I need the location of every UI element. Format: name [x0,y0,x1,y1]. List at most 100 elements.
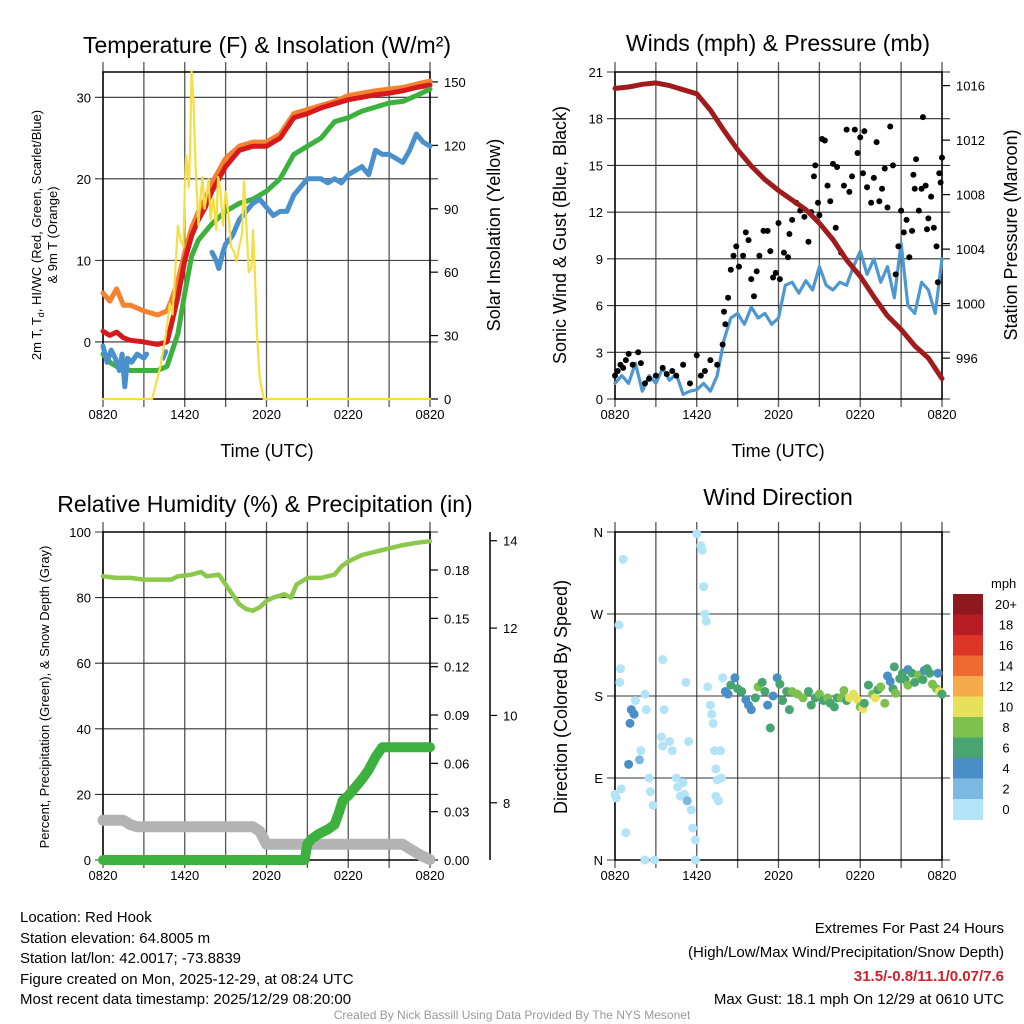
temperature-y2tick-label: 90 [444,202,458,217]
temperature-chart-title: Temperature (F) & Insolation (W/m²) [83,32,451,58]
info-figure-created: Figure created on Mon, 2025-12-29, at 08… [20,971,354,988]
winds-gust-point [827,198,834,205]
winds-y2tick-label: 1012 [956,133,985,148]
direction-ytick-label: E [594,771,603,786]
wind-direction-point [614,620,624,630]
wind-direction-point [746,705,756,715]
winds-gust-point [868,199,875,206]
winds-gust-point [925,215,932,222]
winds-gust-point [745,237,752,244]
wind-direction-point [778,696,788,706]
colorbar-label: 2 [1002,782,1009,797]
temperature-series-solar-insolation [101,70,432,401]
wind-direction-point [839,686,849,696]
winds-ytick-label: 15 [589,158,603,173]
winds-series-sonic-wind [613,241,944,396]
winds-xtick-label: 1420 [682,407,711,422]
colorbar-swatch [953,717,983,738]
winds-gust-point [922,182,929,189]
credit-line: Created By Nick Bassill Using Data Provi… [334,1008,691,1022]
snow-depth-tick-label: 14 [503,534,517,549]
winds-gust-point [918,185,925,192]
temperature-y2tick-label: 150 [444,75,466,90]
humidity-y2tick-label: 0.06 [444,756,469,771]
wind-direction-point [784,705,794,715]
winds-gust-point [801,213,808,220]
temperature-series-td [100,86,433,373]
winds-gust-point [750,293,757,300]
humidity-ytick-label: 0 [84,853,91,868]
wind-direction-point [750,693,760,703]
wind-direction-point [711,791,721,801]
colorbar-swatch [953,758,983,779]
wind-direction-point [891,688,901,698]
wind-direction-point [889,662,899,672]
info-elevation: Station elevation: 64.8005 m [20,930,210,947]
wind-direction-point [803,686,813,696]
winds-gust-point [889,162,896,169]
wind-direction-point [918,675,928,685]
wind-direction-point [925,668,935,678]
direction-xtick-label: 1420 [682,868,711,883]
wind-direction-point [870,693,880,703]
extremes-max-gust: Max Gust: 18.1 mph On 12/29 at 0610 UTC [714,991,1004,1008]
winds-gust-point [669,367,676,374]
winds-gust-point [686,380,693,387]
winds-gust-point [812,162,819,169]
colorbar-label: 8 [1002,720,1009,735]
winds-gust-point [832,224,839,231]
winds-gust-point [652,372,659,379]
winds-gust-point [721,308,727,315]
winds-gust-point [934,279,941,286]
wind-direction-point [903,680,913,690]
humidity-y2tick-label: 0.00 [444,853,469,868]
humidity-xtick-label: 0820 [89,868,118,883]
wind-direction-point [690,855,700,865]
winds-gust-point [879,185,886,192]
winds-gust-point [846,188,853,195]
winds-ytick-label: 21 [589,65,603,80]
winds-gust-point [629,361,636,368]
colorbar-label: 0 [1002,802,1009,817]
humidity-series-snow-depth [97,814,436,866]
winds-gust-point [851,126,858,133]
humidity-y2tick-label: 0.15 [444,611,469,626]
temperature-y2label: Solar Insolation (Yellow) [484,139,504,331]
humidity-ytick-label: 60 [77,656,91,671]
humidity-xtick-label: 0220 [334,868,363,883]
winds-gust-point [898,207,905,214]
snow-depth-tick-label: 8 [503,796,510,811]
winds-gust-point [756,252,763,259]
winds-gust-point [753,268,760,275]
winds-gust-point [906,254,913,261]
winds-gust-point [764,227,771,234]
wind-direction-point [708,718,718,728]
winds-gust-point [620,364,627,371]
direction-xtick-label: 2020 [764,868,793,883]
winds-gust-point [876,198,883,205]
humidity-y2tick-label: 0.09 [444,708,469,723]
direction-chart-title: Wind Direction [703,484,853,510]
humidity-xtick-label: 1420 [170,868,199,883]
winds-gust-point [859,170,866,177]
winds-ytick-label: 12 [589,205,603,220]
wind-direction-point [806,700,816,710]
wind-direction-point [640,855,650,865]
wind-direction-point [667,746,677,756]
wind-direction-point [635,755,645,765]
winds-gust-point [816,212,823,219]
winds-ytick-label: 0 [596,392,603,407]
wind-direction-point [699,582,709,592]
winds-y2tick-label: 1004 [956,242,985,257]
info-recent-timestamp: Most recent data timestamp: 2025/12/29 0… [20,991,351,1008]
temperature-ytick-label: 20 [77,172,91,187]
wind-direction-point [768,691,778,701]
temperature-ylabel: 2m T, Td, HI/WC (Red, Green, Scarlet/Blu… [29,110,46,360]
winds-y2label: Station Pressure (Maroon) [1001,129,1021,340]
winds-xtick-label: 0220 [846,407,875,422]
winds-gust-point [637,360,644,367]
wind-direction-point [933,668,943,678]
winds-gust-point [924,226,931,233]
wind-direction-point [707,709,717,719]
wind-direction-point [723,689,733,699]
